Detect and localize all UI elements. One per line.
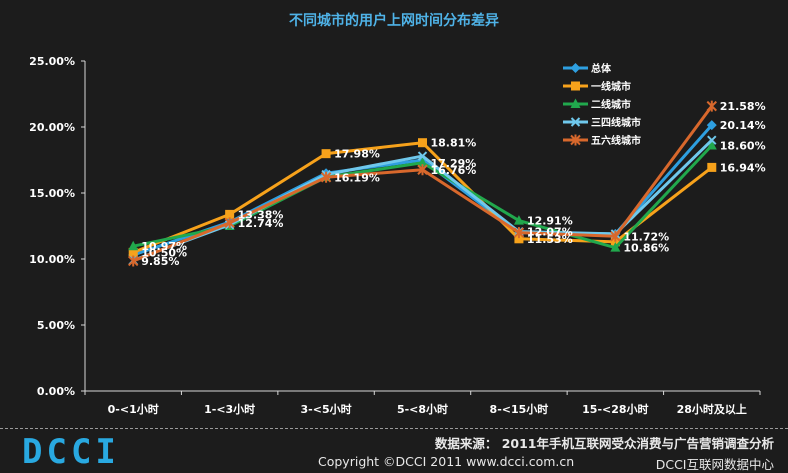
data-label: 16.19%	[334, 171, 380, 184]
legend-marker	[570, 117, 581, 127]
legend-marker	[570, 98, 581, 108]
series-point	[514, 234, 524, 244]
y-tick-label: 0.00%	[37, 385, 75, 398]
data-label: 20.14%	[720, 119, 766, 132]
data-label: 18.60%	[720, 139, 766, 152]
chart-series	[128, 100, 717, 267]
data-label: 13.38%	[238, 208, 284, 221]
series-point	[417, 151, 428, 161]
x-tick-label: 28小时及以上	[677, 402, 747, 416]
series-point	[610, 237, 620, 247]
organization-text: DCCI互联网数据中心	[655, 457, 774, 472]
legend-marker	[570, 134, 581, 146]
series-point	[128, 240, 139, 251]
data-label: 10.97%	[141, 240, 187, 253]
series-point	[513, 227, 525, 239]
series-point	[224, 217, 235, 229]
series-point	[610, 242, 621, 252]
legend-label: 三四线城市	[591, 116, 641, 129]
series-point	[610, 230, 621, 242]
series-point	[707, 162, 717, 172]
data-label: 11.72%	[623, 230, 669, 243]
series-point	[418, 138, 427, 148]
data-label: 10.86%	[623, 242, 669, 255]
series-point	[706, 120, 717, 131]
legend-marker	[571, 81, 580, 91]
y-tick-label: 10.00%	[29, 253, 75, 266]
series-point	[706, 139, 717, 150]
data-label: 18.81%	[431, 137, 477, 150]
data-label: 10.50%	[141, 246, 187, 259]
copyright-text: Copyright ©DCCI 2011 www.dcci.com.cn	[318, 454, 575, 469]
data-label: 9.85%	[141, 255, 179, 268]
series-point	[128, 247, 138, 257]
dcci-logo: DCCI	[22, 432, 120, 472]
data-label: 11.53%	[527, 233, 573, 246]
series-point	[225, 209, 235, 219]
y-tick-label: 15.00%	[29, 187, 75, 200]
y-tick-label: 5.00%	[37, 319, 75, 332]
x-tick-label: 5-<8小时	[397, 402, 448, 416]
data-label: 17.29%	[431, 157, 477, 170]
legend-label: 总体	[591, 62, 612, 75]
legend-label: 二线城市	[591, 98, 631, 111]
series-point	[707, 135, 717, 145]
x-tick-label: 8-<15小时	[490, 402, 549, 416]
series-point	[321, 149, 331, 159]
x-tick-label: 0-<1小时	[108, 402, 159, 416]
data-label: 12.74%	[238, 217, 284, 230]
chart-axes: 0.00% 5.00% 10.00% 15.00% 20.00% 25.00% 0-<1小时…	[29, 55, 761, 416]
data-label: 17.98%	[334, 148, 380, 161]
x-tick-label: 15-<28小时	[582, 402, 648, 416]
legend-marker	[570, 63, 581, 73]
legend-label: 一线城市	[591, 80, 631, 93]
series-point	[706, 100, 717, 112]
data-label: 16.94%	[720, 161, 766, 174]
chart-title: 不同城市的用户上网时间分布差异	[289, 13, 499, 29]
y-tick-label: 20.00%	[29, 121, 75, 134]
series-point	[417, 157, 428, 167]
series-point	[320, 171, 332, 183]
legend-label: 五六线城市	[591, 134, 641, 147]
data-label: 12.91%	[527, 215, 573, 228]
series-point	[513, 215, 524, 225]
data-source-text: 数据来源： 2011年手机互联网受众消费与广告营销调查分析	[434, 436, 774, 451]
data-label: 12.07%	[527, 226, 573, 239]
x-tick-label: 1-<3小时	[204, 402, 255, 416]
y-tick-label: 25.00%	[29, 55, 75, 68]
series-point	[417, 164, 428, 176]
series-point	[128, 255, 139, 267]
data-label: 21.58%	[720, 100, 766, 113]
chart-data-labels: 10.97%10.50%9.85% 13.38%12.74% 17.98% 16.19…	[141, 100, 765, 268]
footer-divider	[0, 428, 788, 429]
data-label: 16.76%	[431, 164, 477, 177]
x-tick-label: 3-<5小时	[301, 402, 352, 416]
